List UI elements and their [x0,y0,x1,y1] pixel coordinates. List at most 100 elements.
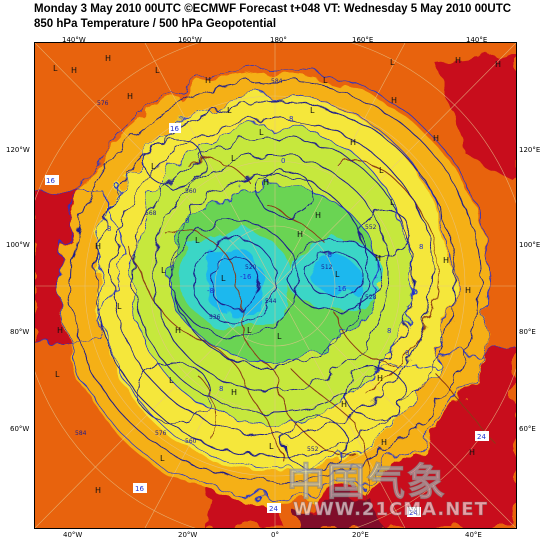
high-marker: H [57,326,63,335]
graticule [35,43,516,528]
low-marker: L [259,128,264,137]
lon-label-bottom: 20°E [352,531,369,539]
lat-label-right: 100°E [519,241,541,249]
low-marker: L [247,326,252,335]
high-marker: H [443,256,449,265]
lat-label-left: 60°W [10,425,30,433]
high-marker: H [71,66,77,75]
high-marker: H [465,286,471,295]
contour-value: 560 [185,188,197,195]
contour-value: 544 [265,298,277,305]
isotherm-value: 8 [289,115,293,123]
contour-value: 576 [155,430,167,437]
isotherm-value: 0 [281,157,285,165]
weather-map: L H H L H H L L L H H H L L L L H H H L … [34,42,517,529]
lat-label-left: 120°W [6,146,30,154]
isotherm-value: 24 [409,509,418,517]
isotherms [35,67,516,499]
contour-labels: 576 584 568 560 552 544 536 528 520 512 … [75,78,377,453]
watermark-chinese: 中国气象 [286,460,448,505]
geopotential-contours [69,80,481,482]
isotherm-value: -8 [207,287,214,295]
low-marker: L [323,76,328,85]
map-canvas: L H H L H H L L L H H H L L L L H H H L … [35,43,516,528]
lat-label-left: 80°W [10,328,30,336]
isotherm-value: 24 [269,505,278,513]
high-marker: H [375,254,381,263]
lon-label-top: 140°W [62,36,86,44]
low-marker: L [390,198,395,207]
isotherm-value: 8 [107,225,111,233]
low-marker: L [53,64,58,73]
map-subtitle: 850 hPa Temperature / 500 hPa Geopotenti… [34,18,277,30]
high-marker: H [350,138,356,147]
high-marker: H [455,56,461,65]
contour-value: 584 [271,78,283,85]
lon-label-bottom: 20°W [178,531,198,539]
isotherm-value: -8 [325,251,332,259]
isotherm-value: 8 [387,327,391,335]
lon-label-bottom: 40°W [63,531,83,539]
contour-value: 584 [75,430,87,437]
isotherm-value: 0 [405,349,409,357]
watermark-url: WWW.21CMA.NET [293,499,488,521]
high-marker: H [495,60,501,69]
high-marker: H [231,388,237,397]
contour-value: 536 [209,314,221,321]
lat-label-left: 100°W [6,241,30,249]
low-marker: L [161,266,166,275]
lon-label-top: 140°E [466,36,488,44]
high-marker: H [95,242,101,251]
low-marker: L [335,270,340,279]
low-marker: L [55,370,60,379]
low-marker: L [169,376,174,385]
contour-value: 568 [145,210,157,217]
contour-value: 528 [365,294,377,301]
pressure-centres: L H H L H H L L L H H H L L L L H H H L … [53,54,501,515]
isotherm-value: -16 [240,273,252,281]
low-marker: L [151,162,156,171]
low-marker: L [155,66,160,75]
contour-value: 560 [185,438,197,445]
forecast-title: Monday 3 May 2010 00UTC ©ECMWF Forecast … [34,3,512,15]
lat-label-right: 80°E [519,328,536,336]
low-marker: L [117,302,122,311]
low-marker: L [195,236,200,245]
low-marker: L [379,166,384,175]
low-marker: L [160,454,165,463]
isotherm-value: 16 [170,125,179,133]
isotherm-value: 24 [477,433,486,441]
lat-label-right: 60°E [519,425,536,433]
lon-label-bottom: 0° [271,531,279,539]
low-marker: L [221,274,226,283]
high-marker: H [391,96,397,105]
high-marker: H [433,134,439,143]
isotherm-labels: 16 16 16 24 24 8 8 8 8 8 0 0 0 -8 -8 -16… [45,115,489,517]
high-marker: H [341,400,347,409]
contour-value: 512 [321,264,333,271]
high-marker: H [469,448,475,457]
high-marker: H [205,76,211,85]
high-marker: H [297,230,303,239]
high-marker: H [175,326,181,335]
lat-label-right: 120°E [519,146,541,154]
lon-label-top: 160°E [352,36,374,44]
low-marker: L [231,154,236,163]
isotherm-value: 8 [219,385,223,393]
isotherm-value: -16 [335,285,347,293]
contour-value: 520 [245,264,257,271]
contour-value: 576 [97,100,109,107]
high-marker: H [315,211,321,220]
isotherm-value: 16 [46,177,55,185]
high-marker: H [263,178,269,187]
lon-label-top: 160°W [178,36,202,44]
contour-value: 552 [365,224,377,231]
low-marker: L [269,442,274,451]
coastlines [124,158,496,504]
lon-label-top: 180° [270,36,287,44]
isotherm-value: 0 [185,217,189,225]
contour-value: 552 [307,446,319,453]
high-marker: H [377,374,383,383]
low-marker: L [310,106,315,115]
lon-label-bottom: 40°E [465,531,482,539]
